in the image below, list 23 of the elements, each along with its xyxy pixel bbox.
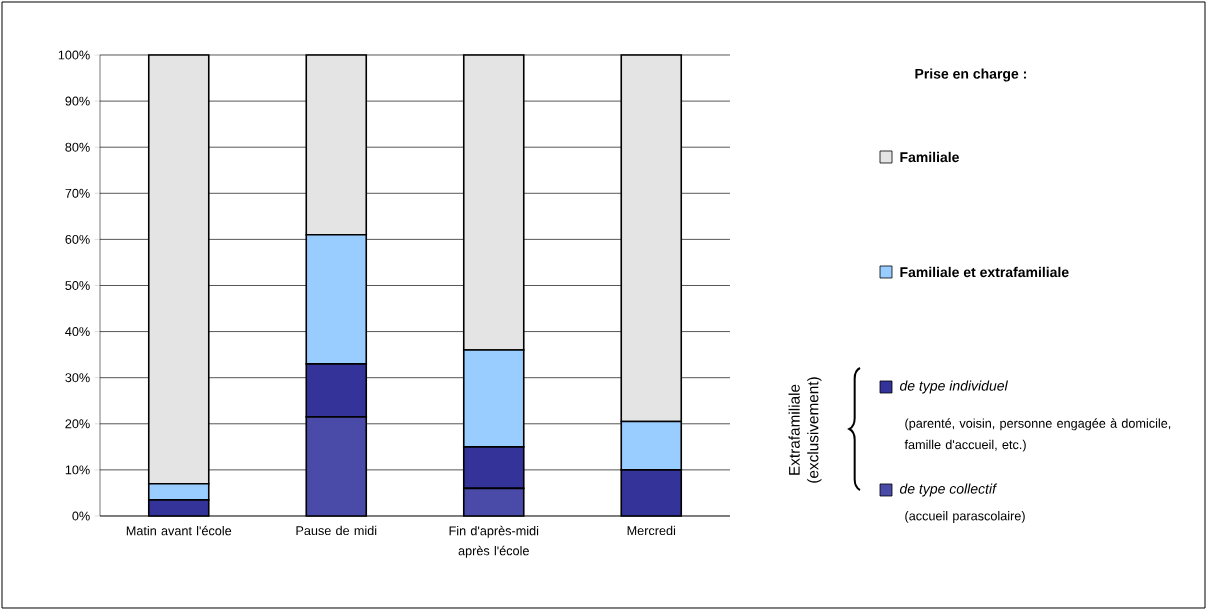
x-tick-label: Fin d'après-midi après l'école [449,525,539,558]
y-tick-label: 50% [65,281,90,290]
legend-title: Prise en charge : [915,68,1026,82]
text: (parenté, voisin, personne engagée à domicile, famille d'accueil, etc.) [904,418,1171,452]
y-tick-label: 60% [65,234,90,244]
y-tick-label: 40% [65,327,90,337]
legend-label: Familiale et extrafamiliale [900,266,1069,278]
x-tick-label: Mercredi [627,525,676,536]
legend-label: de type collectif [899,483,998,497]
y-tick-label: 90% [65,96,90,106]
x-tick-label: Matin avant l'école [126,525,232,536]
y-tick-label: 70% [65,188,90,198]
y-tick-label: 20% [65,419,90,429]
y-tick-label: 0% [72,511,90,521]
text: (accueil parascolaire) [905,511,1025,523]
y-tick-label: 80% [65,142,90,152]
y-tick-label: 100% [58,50,90,60]
y-tick-label: 10% [65,465,90,475]
legend-label: Familiale [900,151,959,163]
y-tick-label: 30% [65,373,90,383]
text: Extrafamiliale (exclusivement) [788,377,822,483]
x-tick-label: Pause de midi [296,525,377,536]
legend-label: de type individuel [899,380,1008,394]
